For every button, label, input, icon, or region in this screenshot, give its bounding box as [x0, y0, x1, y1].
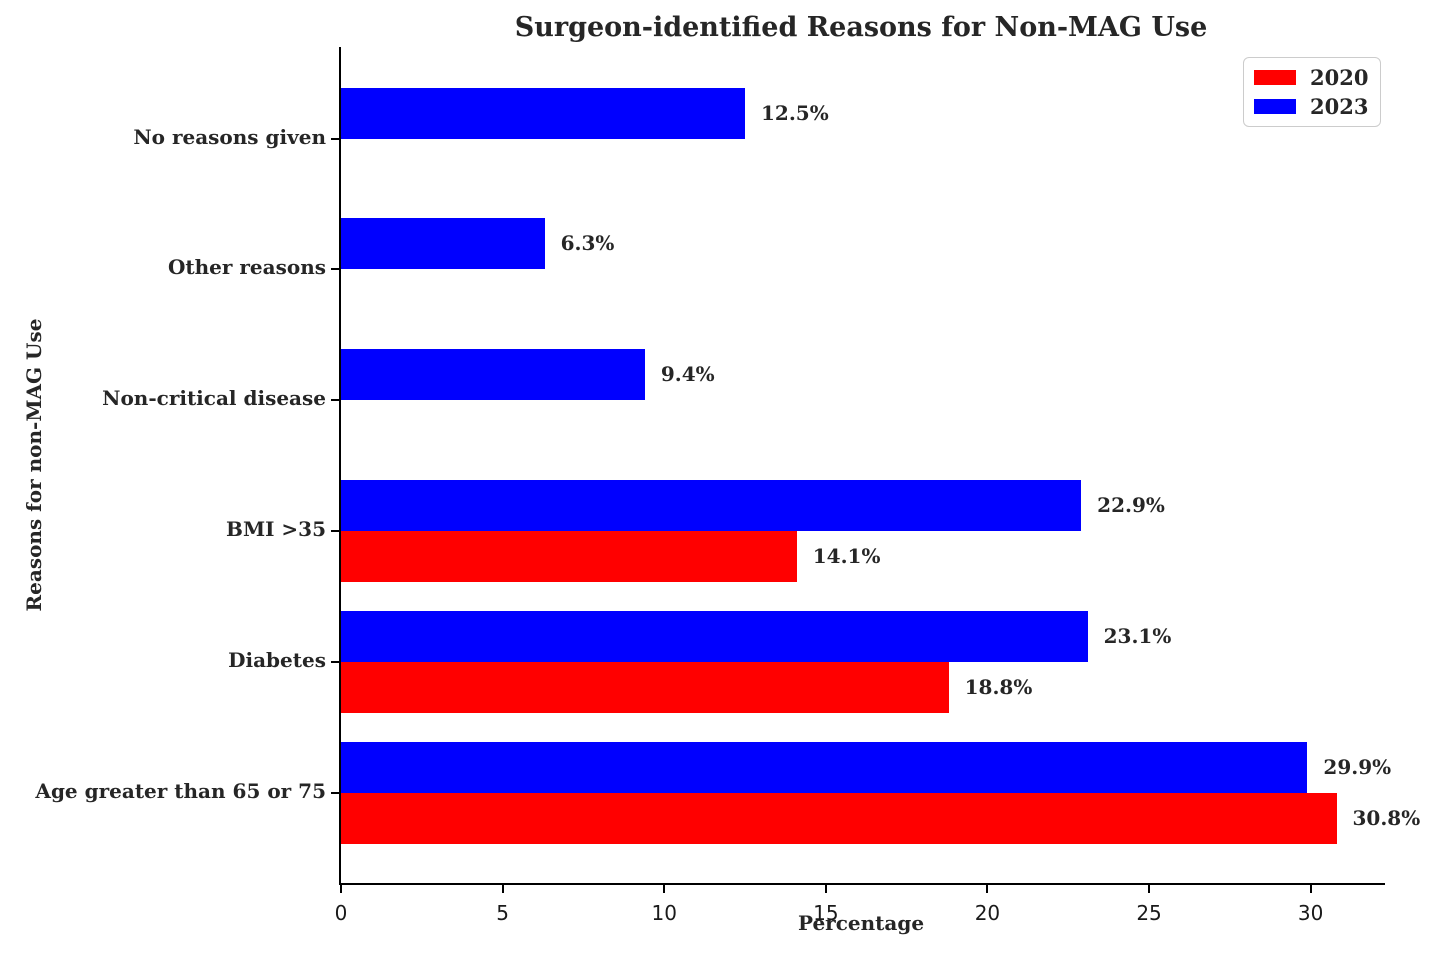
x-tick-label-25: 25 [1136, 901, 1162, 925]
bar-2023-no-reasons-given [341, 87, 746, 139]
x-tick-0 [340, 885, 342, 893]
y-tick-no-reasons-given [331, 137, 339, 140]
legend-item-2023: 2023 [1254, 94, 1368, 119]
plot-area: 12.5% 6.3% 9.4% 14.1% 22.9% 18.8% 23.1% 30.8% 29… [331, 47, 1420, 925]
x-tick-label-5: 5 [496, 901, 509, 925]
x-tick-30 [1309, 885, 1312, 893]
legend: 2020 2023 [1243, 57, 1382, 127]
category-label-no-reasons-given: No reasons given [133, 124, 326, 149]
y-tick-age-greater-than-65-or-75 [331, 791, 339, 794]
bar-2023-age-greater-than-65-or-75 [341, 741, 1308, 793]
legend-item-2020: 2020 [1254, 65, 1368, 90]
x-tick-15 [824, 885, 827, 893]
bar-value-label-2023-age-greater-than-65-or-75: 29.9% [1323, 754, 1392, 779]
bar-2020-diabetes [341, 661, 949, 713]
x-tick-10 [663, 885, 666, 893]
bar-2023-bmi-35 [341, 479, 1082, 531]
x-tick-label-30: 30 [1297, 901, 1324, 925]
y-tick-non-critical-disease [331, 399, 339, 402]
category-label-non-critical-disease: Non-critical disease [102, 386, 326, 411]
legend-label-2020: 2020 [1310, 65, 1369, 90]
x-tick-20 [986, 885, 989, 893]
x-tick-label-0: 0 [334, 901, 348, 925]
x-tick-5 [501, 885, 504, 893]
y-tick-diabetes [331, 660, 339, 663]
bar-2020-age-greater-than-65-or-75 [341, 792, 1337, 844]
chart-title: Surgeon-identified Reasons for Non-MAG U… [514, 12, 1208, 43]
bar-value-label-2023-bmi-35: 22.9% [1097, 492, 1165, 517]
x-tick-label-15: 15 [813, 901, 839, 925]
bar-value-label-2023-diabetes: 23.1% [1103, 623, 1172, 648]
x-tick-label-20: 20 [974, 901, 1001, 925]
x-tick-label-10: 10 [651, 901, 677, 925]
x-axis-label: Percentage [797, 911, 925, 935]
bar-value-label-2023-no-reasons-given: 12.5% [761, 100, 829, 125]
x-tick-25 [1148, 885, 1151, 893]
bar-value-label-2023-other-reasons: 6.3% [560, 231, 615, 256]
y-tick-bmi-35 [331, 529, 339, 532]
legend-swatch-2020 [1254, 70, 1296, 85]
bar-value-label-2023-non-critical-disease: 9.4% [660, 362, 715, 387]
bar-value-label-2020-bmi-35: 14.1% [812, 543, 881, 568]
category-labels: No reasons given Other reasons Non-critica… [0, 47, 330, 883]
y-tick-other-reasons [331, 268, 339, 271]
category-label-diabetes: Diabetes [228, 647, 326, 672]
legend-label-2023: 2023 [1310, 94, 1369, 119]
bar-2020-bmi-35 [341, 530, 797, 582]
category-label-age-greater-than-65-or-75: Age greater than 65 or 75 [35, 778, 326, 803]
bar-value-label-2020-diabetes: 18.8% [964, 674, 1033, 699]
category-label-other-reasons: Other reasons [167, 255, 326, 280]
bar-2023-non-critical-disease [341, 349, 645, 401]
bar-value-label-2020-age-greater-than-65-or-75: 30.8% [1352, 805, 1421, 830]
category-label-bmi-35: BMI >35 [226, 516, 326, 541]
legend-swatch-2023 [1254, 99, 1296, 114]
bar-2023-other-reasons [341, 218, 545, 270]
bar-2023-diabetes [341, 610, 1088, 662]
